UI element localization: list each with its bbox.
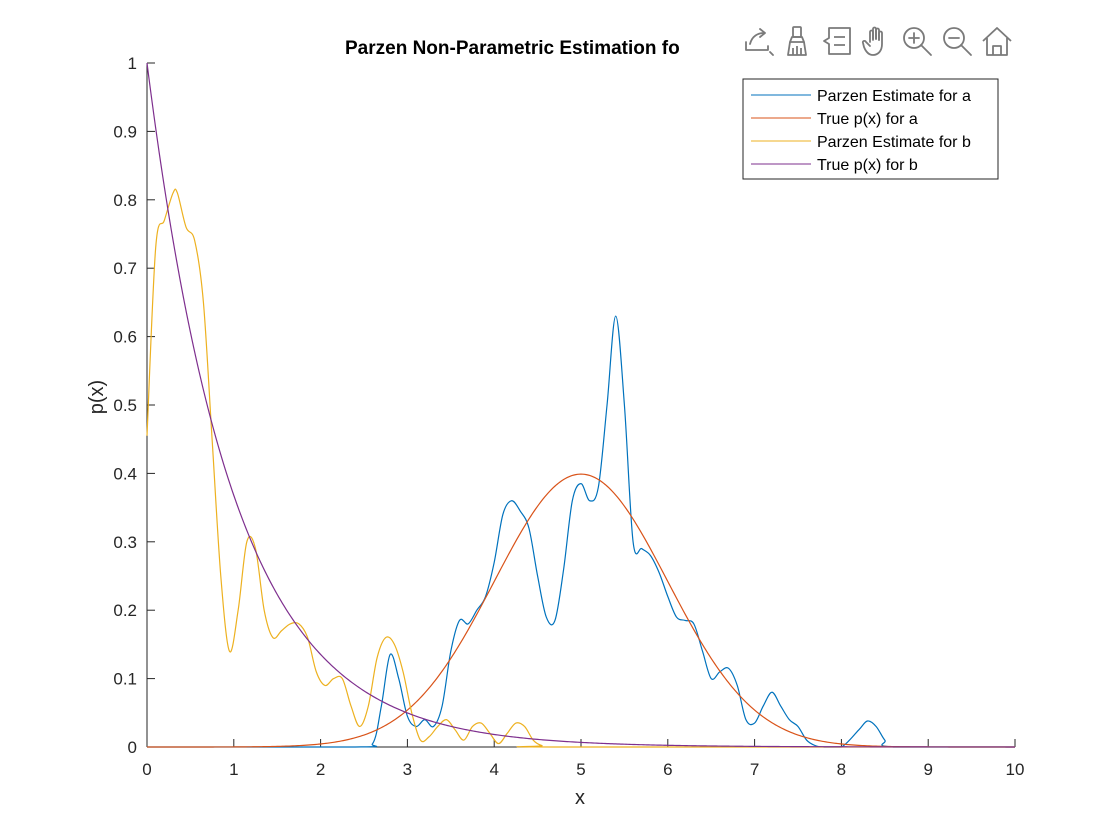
y-tick-label: 0.2: [113, 601, 137, 620]
zoom-out-icon: [942, 27, 972, 56]
x-tick-label: 10: [1006, 760, 1025, 779]
series-parzen-b-line: [146, 188, 1015, 748]
x-tick-label: 5: [576, 760, 585, 779]
x-tick-label: 9: [923, 760, 932, 779]
y-axis-label: p(x): [86, 380, 108, 414]
axes-toolbar: [738, 22, 1015, 60]
x-ticks: 0 1 2 3 4 5 6 7 8 9 10: [142, 739, 1024, 779]
y-tick-label: 0.7: [113, 259, 137, 278]
home-button[interactable]: [978, 23, 1015, 60]
y-tick-label: 0.8: [113, 191, 137, 210]
series-layer: [146, 62, 1015, 748]
x-tick-label: 6: [663, 760, 672, 779]
series-parzen-a-line: [146, 315, 1015, 748]
brush-button[interactable]: [778, 23, 815, 60]
datatip-icon: [822, 27, 851, 55]
x-tick-label: 1: [229, 760, 238, 779]
zoom-in-button[interactable]: [898, 23, 935, 60]
series-true-b-line: [146, 62, 1015, 748]
legend[interactable]: Parzen Estimate for a True p(x) for a Pa…: [742, 78, 999, 180]
x-tick-label: 3: [403, 760, 412, 779]
legend-label-true-b: True p(x) for b: [817, 157, 918, 174]
pan-button[interactable]: [858, 23, 895, 60]
datatip-button[interactable]: [818, 23, 855, 60]
pan-hand-icon: [861, 26, 883, 56]
x-tick-label: 0: [142, 760, 151, 779]
export-icon: [744, 28, 774, 56]
y-tick-label: 0.4: [113, 464, 137, 483]
x-tick-label: 4: [489, 760, 498, 779]
series-true-a-line: [147, 473, 1015, 748]
x-tick-label: 2: [316, 760, 325, 779]
legend-label-true-a: True p(x) for a: [817, 111, 918, 128]
home-icon: [981, 27, 1012, 56]
y-tick-label: 0.6: [113, 328, 137, 347]
y-ticks: 0 0.1 0.2 0.3 0.4 0.5 0.6 0.7 0.8 0.9 1: [113, 54, 155, 757]
legend-label-parzen-a: Parzen Estimate for a: [817, 88, 971, 105]
y-tick-label: 0: [128, 738, 137, 757]
x-tick-label: 8: [837, 760, 846, 779]
legend-label-parzen-b: Parzen Estimate for b: [817, 134, 971, 151]
export-button[interactable]: [738, 23, 775, 60]
chart-title: Parzen Non-Parametric Estimation fo: [345, 38, 680, 59]
y-tick-label: 1: [128, 54, 137, 73]
legend-box: [742, 78, 999, 180]
x-axis-label: x: [575, 787, 585, 809]
zoom-out-button[interactable]: [938, 23, 975, 60]
y-tick-label: 0.3: [113, 533, 137, 552]
y-tick-label: 0.5: [113, 396, 137, 415]
x-tick-label: 7: [750, 760, 759, 779]
y-tick-label: 0.9: [113, 122, 137, 141]
y-tick-label: 0.1: [113, 670, 137, 689]
brush-icon: [786, 26, 807, 56]
zoom-in-icon: [902, 27, 932, 56]
